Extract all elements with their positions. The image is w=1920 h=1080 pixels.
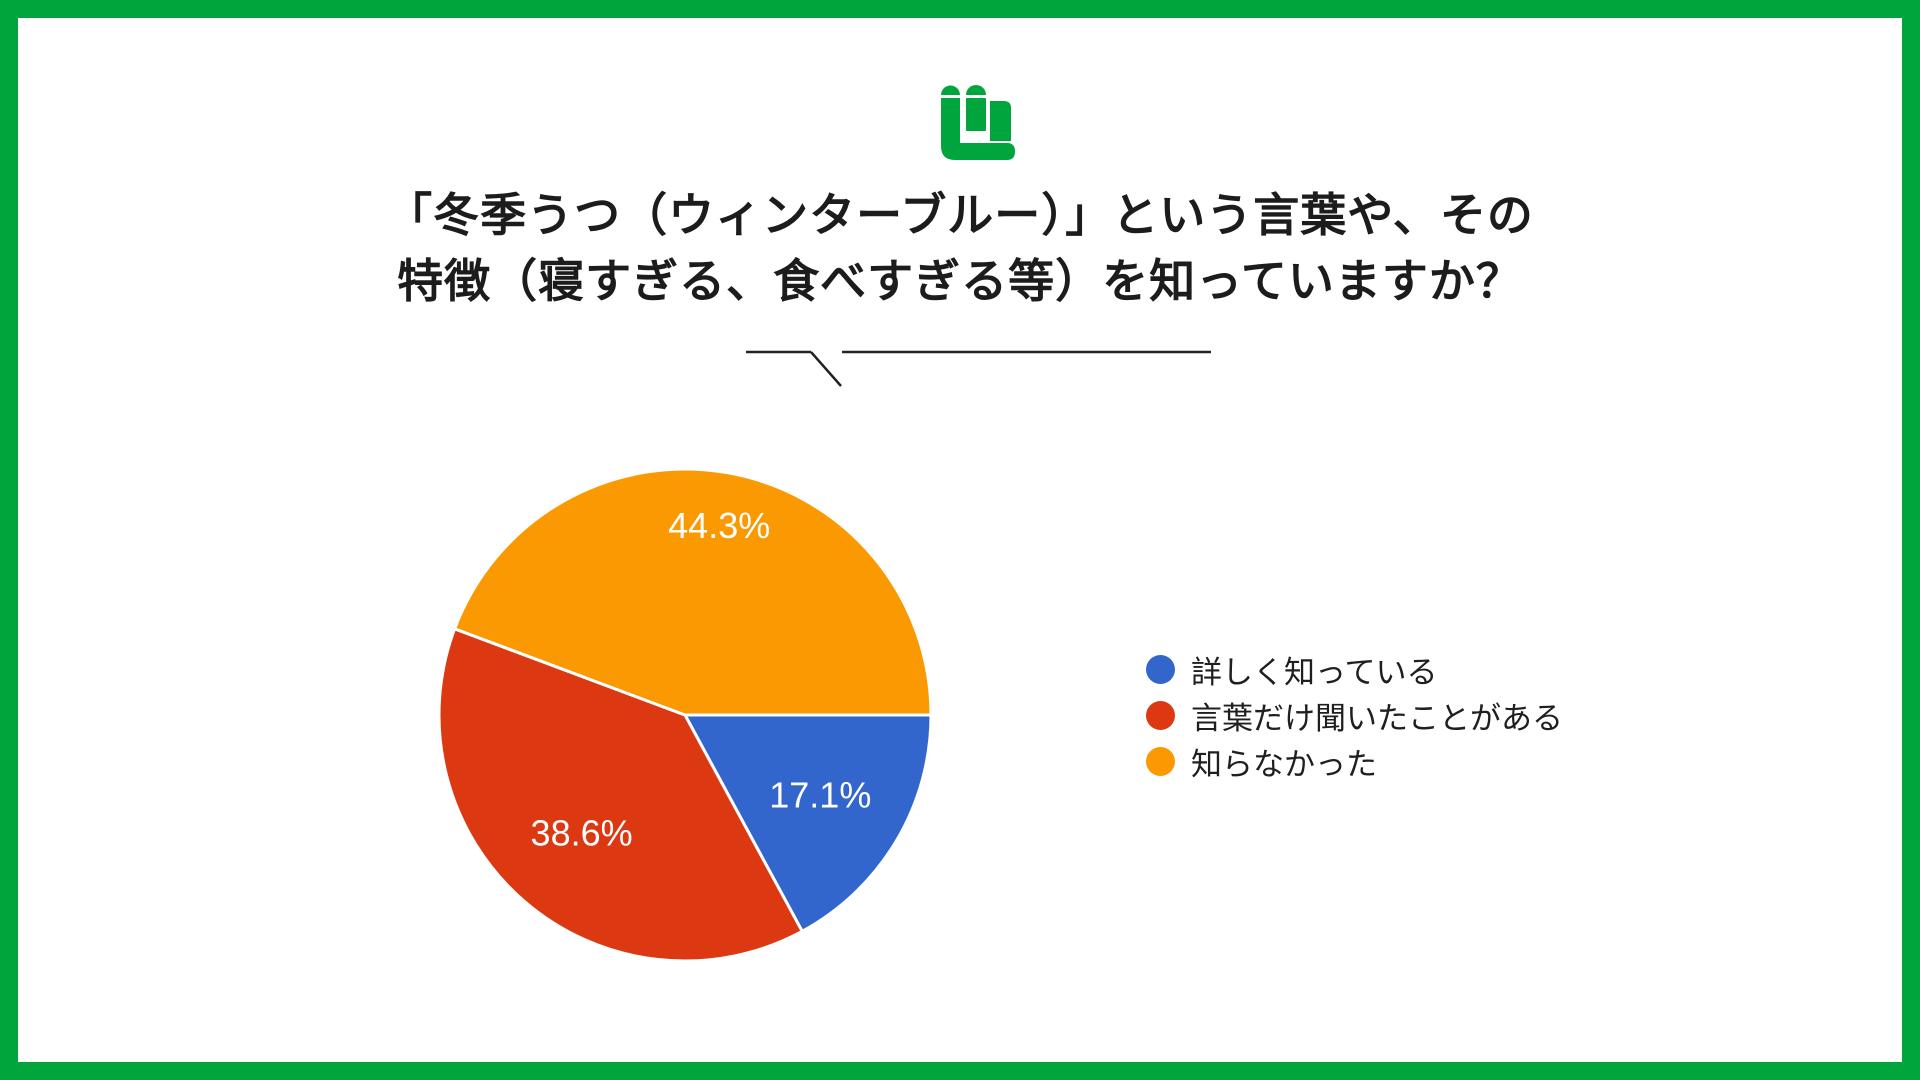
legend-label: 言葉だけ聞いたことがある: [1191, 700, 1563, 736]
pie-slice-2: [452, 467, 933, 717]
pie-slice-label-0: 17.1%: [769, 775, 871, 816]
logo-dome-left: [941, 85, 960, 95]
legend-item: 知らなかった: [1146, 738, 1563, 784]
legend-dot-orange-icon: [1146, 746, 1175, 776]
legend-item: 詳しく知っている: [1146, 646, 1563, 692]
legend-dot-blue-icon: [1146, 654, 1175, 684]
legend-dot-red-icon: [1146, 700, 1175, 730]
chart-legend: 詳しく知っている 言葉だけ聞いたことがある 知らなかった: [1146, 646, 1563, 784]
title-divider-decoration: [746, 350, 1211, 387]
pie-slice-label-2: 44.3%: [668, 505, 770, 546]
title-line-1: 「冬季うつ（ウィンターブルー）」という言葉や、その: [386, 189, 1534, 241]
pie-slice-0: [682, 713, 933, 934]
legend-label: 知らなかった: [1191, 746, 1377, 782]
title-line-2: 特徴（寝すぎる、食べすぎる等）を知っていますか？: [397, 255, 1523, 307]
pie-slice-1: [437, 626, 805, 963]
legend-item: 言葉だけ聞いたことがある: [1146, 692, 1563, 738]
page-title: 「冬季うつ（ウィンターブルー）」という言葉や、その 特徴（寝すぎる、食べすぎる等…: [18, 182, 1902, 314]
logo-right-bar: [990, 101, 1011, 141]
logo-mid-bar: [966, 98, 986, 131]
pie-slice-label-1: 38.6%: [531, 813, 633, 854]
legend-label: 詳しく知っている: [1191, 654, 1438, 690]
brand-logo-icon: [941, 85, 1015, 160]
logo-l-shape: [941, 98, 1015, 160]
logo-dome-mid: [966, 85, 986, 95]
pie-chart: 17.1% 38.6% 44.3%: [435, 465, 935, 965]
pie-chart-svg: 17.1% 38.6% 44.3%: [437, 467, 933, 963]
